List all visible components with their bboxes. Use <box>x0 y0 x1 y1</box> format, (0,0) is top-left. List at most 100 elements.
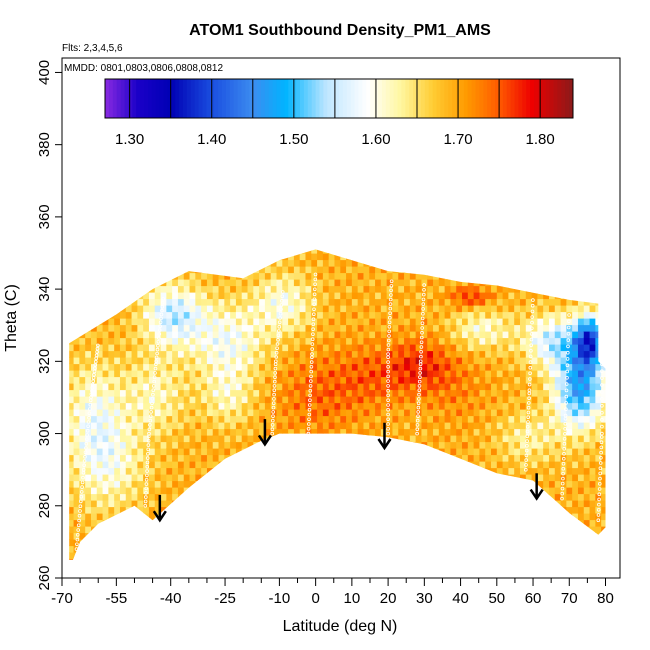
field-cell <box>357 545 365 553</box>
field-cell <box>282 532 289 540</box>
field-cell <box>235 363 243 371</box>
field-cell <box>259 318 266 326</box>
field-cell <box>172 383 179 391</box>
field-cell <box>265 130 271 137</box>
field-cell <box>230 175 236 182</box>
field-cell <box>143 389 150 397</box>
field-cell <box>416 182 422 189</box>
field-cell <box>271 156 277 163</box>
field-cell <box>103 188 109 195</box>
field-cell <box>172 506 179 514</box>
field-cell <box>195 188 201 195</box>
field-cell <box>68 221 74 228</box>
field-cell <box>264 376 272 384</box>
field-cell <box>381 182 387 189</box>
field-cell <box>90 558 98 560</box>
field-cell <box>154 545 162 553</box>
field-cell <box>236 175 242 182</box>
field-cell <box>363 467 370 475</box>
field-cell <box>375 214 381 221</box>
field-cell <box>114 461 121 469</box>
field-cell <box>166 500 173 508</box>
field-cell <box>415 545 423 553</box>
field-cell <box>85 565 91 572</box>
field-cell <box>288 519 295 527</box>
field-cell <box>247 526 254 534</box>
field-cell <box>154 363 162 371</box>
field-cell <box>346 344 353 352</box>
field-cell <box>218 454 225 462</box>
field-cell <box>386 428 394 436</box>
field-cell <box>114 305 121 313</box>
field-cell <box>340 370 347 378</box>
field-cell <box>206 435 214 443</box>
field-cell <box>264 552 272 560</box>
field-cell <box>189 448 196 456</box>
field-cell <box>195 344 202 352</box>
field-cell <box>253 71 259 78</box>
field-cell <box>294 565 300 572</box>
field-cell <box>132 156 138 163</box>
field-cell <box>73 357 80 365</box>
field-cell <box>195 565 201 572</box>
field-cell <box>409 249 417 254</box>
field-cell <box>409 441 417 449</box>
field-cell <box>346 123 352 130</box>
field-cell <box>212 396 220 404</box>
field-cell <box>155 214 161 221</box>
field-cell <box>236 214 242 221</box>
field-cell <box>190 143 196 150</box>
field-cell <box>392 259 399 267</box>
field-cell <box>149 234 155 241</box>
field-cell <box>190 175 196 182</box>
field-cell <box>369 285 376 293</box>
field-cell <box>271 169 277 176</box>
field-cell <box>328 357 336 365</box>
field-cell <box>404 513 411 521</box>
field-cell <box>398 305 405 313</box>
field-cell <box>108 149 114 156</box>
field-cell <box>166 311 173 319</box>
field-cell <box>253 272 260 280</box>
field-cell <box>328 376 336 384</box>
field-cell <box>85 552 92 560</box>
field-cell <box>149 143 155 150</box>
field-cell <box>132 175 138 182</box>
field-cell <box>172 279 179 287</box>
field-cell <box>352 182 358 189</box>
field-cell <box>369 558 376 560</box>
field-cell <box>311 422 318 430</box>
field-cell <box>415 344 423 352</box>
field-cell <box>131 324 138 332</box>
field-cell <box>236 240 242 247</box>
field-cell <box>386 357 394 365</box>
field-cell <box>166 519 173 527</box>
field-cell <box>282 558 289 560</box>
field-cell <box>421 558 428 560</box>
field-cell <box>230 272 237 280</box>
field-cell <box>317 363 324 371</box>
field-cell <box>270 467 278 475</box>
field-cell <box>143 428 150 436</box>
field-cell <box>62 84 68 91</box>
field-cell <box>148 422 156 430</box>
field-cell <box>329 65 335 72</box>
field-cell <box>172 169 178 176</box>
field-cell <box>73 324 80 332</box>
field-cell <box>270 526 278 534</box>
field-cell <box>380 305 388 313</box>
field-cell <box>235 376 243 384</box>
field-cell <box>415 487 423 495</box>
field-cell <box>294 123 300 130</box>
field-cell <box>190 195 196 202</box>
field-cell <box>334 552 341 560</box>
field-cell <box>294 227 300 234</box>
field-cell <box>311 259 318 267</box>
field-cell <box>317 493 324 501</box>
field-cell <box>288 324 295 332</box>
field-cell <box>276 298 283 306</box>
field-cell <box>137 350 144 358</box>
field-cell <box>328 389 336 397</box>
field-cell <box>166 480 173 488</box>
field-cell <box>235 454 243 462</box>
